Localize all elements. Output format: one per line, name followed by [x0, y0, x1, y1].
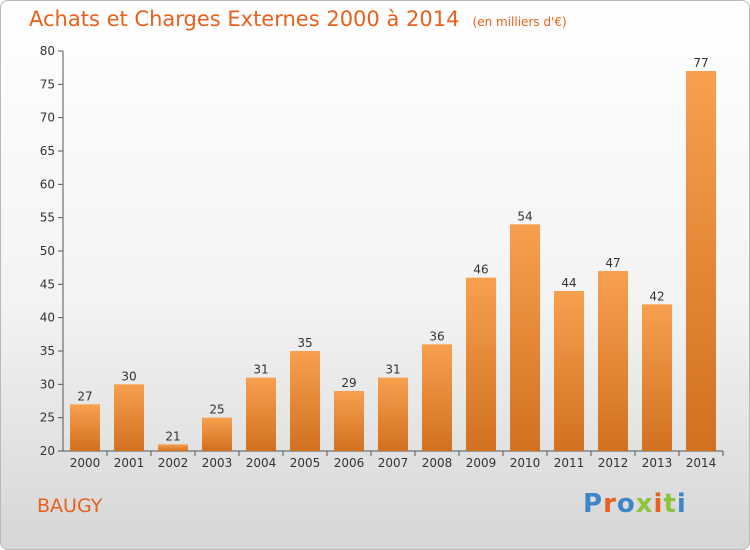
x-tick-label: 2008: [422, 456, 453, 470]
x-tick-label: 2005: [290, 456, 321, 470]
value-labels-group: 27 30 21 25 31 35 29 31 36 46 54 44 47 42 77: [77, 56, 708, 443]
brand-letter: x: [635, 489, 654, 519]
value-label-2001: 30: [121, 369, 136, 383]
value-label-2003: 25: [209, 403, 224, 417]
value-label-2014: 77: [693, 56, 708, 70]
bar-2008: [422, 344, 452, 451]
value-label-2002: 21: [165, 429, 180, 443]
y-tick-label: 55: [40, 211, 55, 225]
x-tick-label: 2001: [114, 456, 145, 470]
bar-2004: [246, 377, 276, 451]
y-tick-label: 75: [40, 77, 55, 91]
value-label-2006: 29: [341, 376, 356, 390]
bar-2012: [598, 271, 628, 451]
proxiti-logo[interactable]: Proxiti: [583, 489, 687, 519]
chart-unit: (en milliers d'€): [472, 15, 567, 29]
y-tick-label: 60: [40, 177, 55, 191]
y-tick-label: 40: [40, 311, 55, 325]
y-tick-label: 35: [40, 344, 55, 358]
value-label-2008: 36: [429, 329, 444, 343]
bar-2006: [334, 391, 364, 451]
x-tick-label: 2013: [642, 456, 673, 470]
y-tick-label: 20: [40, 444, 55, 458]
x-tick-label: 2011: [554, 456, 585, 470]
bar-2011: [554, 291, 584, 451]
bar-2005: [290, 351, 320, 451]
bar-2002: [158, 444, 188, 451]
x-tick-label: 2006: [334, 456, 365, 470]
y-tick-label: 70: [40, 111, 55, 125]
x-tick-label: 2000: [70, 456, 101, 470]
bar-2003: [202, 417, 232, 451]
value-label-2007: 31: [385, 363, 400, 377]
x-tick-label: 2002: [158, 456, 189, 470]
bar-2014: [686, 71, 716, 451]
x-tick-label: 2010: [510, 456, 541, 470]
commune-name: BAUGY: [37, 495, 103, 517]
value-label-2005: 35: [297, 336, 312, 350]
chart-title-block: Achats et Charges Externes 2000 à 2014 (…: [29, 7, 567, 31]
x-tick-label: 2003: [202, 456, 233, 470]
bar-2013: [642, 304, 672, 451]
y-axis: 20 25 30 35 40 45 50 55 60 65 70 75 80: [40, 44, 64, 458]
bar-2001: [114, 384, 144, 451]
y-tick-label: 65: [40, 144, 55, 158]
value-label-2004: 31: [253, 363, 268, 377]
y-tick-label: 45: [40, 277, 55, 291]
value-label-2009: 46: [473, 263, 488, 277]
y-tick-label: 25: [40, 411, 55, 425]
value-label-2011: 44: [561, 276, 576, 290]
brand-letter: t: [663, 489, 677, 519]
brand-letter: i: [653, 489, 664, 519]
bar-2010: [510, 224, 540, 451]
bar-2009: [466, 277, 496, 451]
brand-letter: P: [583, 489, 604, 519]
value-label-2012: 47: [605, 256, 620, 270]
value-label-2013: 42: [649, 289, 664, 303]
y-tick-label: 50: [40, 244, 55, 258]
brand-letter: r: [603, 489, 617, 519]
x-tick-label: 2012: [598, 456, 629, 470]
x-tick-label: 2014: [686, 456, 717, 470]
x-tick-label: 2004: [246, 456, 277, 470]
bar-2000: [70, 404, 100, 451]
brand-letter: i: [676, 489, 687, 519]
x-tick-label: 2007: [378, 456, 409, 470]
y-tick-label: 80: [40, 44, 55, 58]
brand-letter: o: [616, 489, 636, 519]
bars-group: [70, 71, 716, 451]
x-axis: 2000 2001 2002 2003 2004 2005 2006 2007 2008 2009…: [63, 450, 724, 470]
x-tick-label: 2009: [466, 456, 497, 470]
value-label-2000: 27: [77, 389, 92, 403]
value-label-2010: 54: [517, 209, 532, 223]
bar-2007: [378, 377, 408, 451]
chart-title: Achats et Charges Externes 2000 à 2014: [29, 7, 460, 31]
y-tick-label: 30: [40, 377, 55, 391]
